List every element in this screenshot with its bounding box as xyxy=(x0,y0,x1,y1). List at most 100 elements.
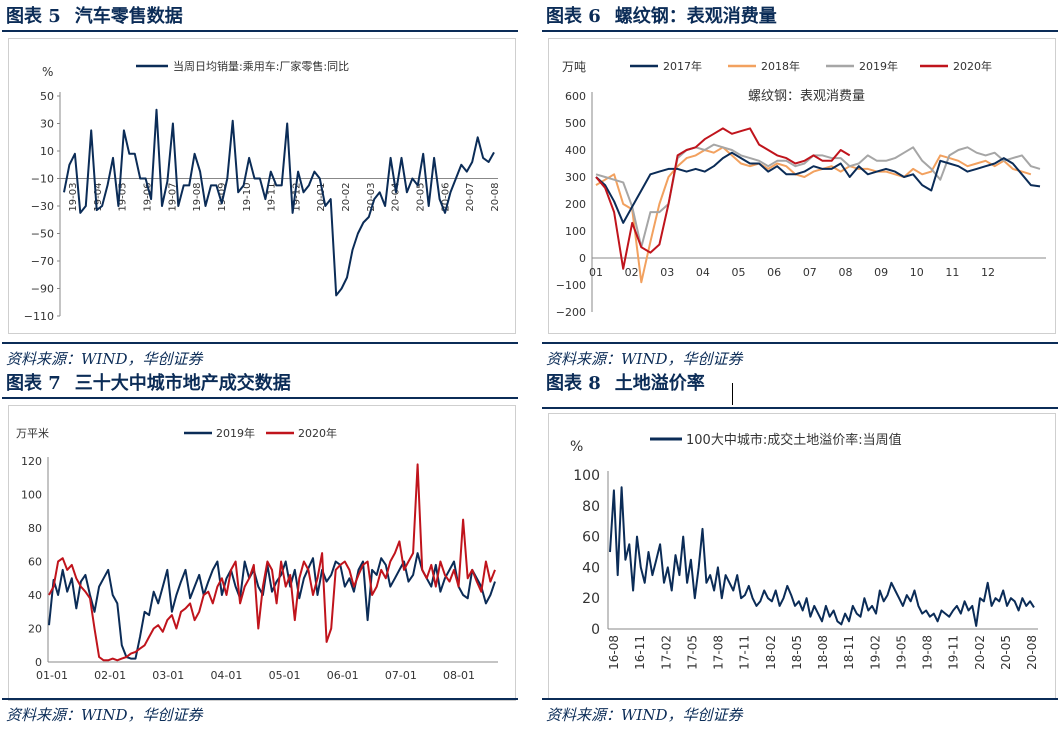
x-tick-label: 20-05 xyxy=(416,183,427,212)
y-tick-label: 10 xyxy=(40,145,54,158)
y-tick-label: 80 xyxy=(582,499,600,515)
x-tick-label: 06-01 xyxy=(327,669,359,682)
y-tick-label: 60 xyxy=(582,530,600,546)
x-tick-label: 17-08 xyxy=(712,635,726,670)
y-tick-label: 120 xyxy=(21,455,42,468)
source-rule xyxy=(542,698,1058,700)
chart-auto-retail: % 50 30 10 −10 −30 −50 −70 −90 −110 19-03 19-04 19-0… xyxy=(8,38,516,334)
x-tick-label: 20-01 xyxy=(316,183,327,212)
x-tick-label: 17-02 xyxy=(659,635,673,670)
x-tick-label: 01-01 xyxy=(36,669,68,682)
figure-title-text: 土地溢价率 xyxy=(614,373,705,394)
y-tick-label: 40 xyxy=(582,560,600,576)
x-tick-label: 19-11 xyxy=(947,635,961,670)
x-tick-label: 02-01 xyxy=(94,669,126,682)
y-tick-label: 40 xyxy=(28,589,42,602)
x-tick-label: 19-08 xyxy=(192,183,203,212)
y-tick-label: 30 xyxy=(40,118,54,131)
y-tick-label: 60 xyxy=(28,556,42,569)
figure-label: 图表 7 xyxy=(6,373,61,394)
x-tick-label: 05-01 xyxy=(269,669,301,682)
x-tick-label: 18-02 xyxy=(764,635,778,670)
x-tick-label: 10 xyxy=(910,266,924,279)
x-tick-label: 04 xyxy=(696,266,710,279)
y-unit-label: 万平米 xyxy=(16,427,49,440)
chart-frame xyxy=(548,413,1056,699)
x-tick-label: 19-08 xyxy=(921,635,935,670)
x-tick-label: 19-05 xyxy=(894,635,908,670)
x-tick-label: 08 xyxy=(838,266,852,279)
x-tick-label: 03-01 xyxy=(152,669,184,682)
x-tick-label: 05 xyxy=(732,266,746,279)
y-tick-label: −90 xyxy=(31,283,54,296)
x-tick-label: 20-08 xyxy=(1025,635,1039,670)
y-unit-label: 万吨 xyxy=(562,60,586,74)
y-tick-label: 200 xyxy=(565,198,586,211)
x-tick-label: 18-08 xyxy=(816,635,830,670)
panel-rebar-consumption: 图表 6 螺纹钢：表观消费量 万吨 螺纹钢：表观消费量 600 500 400 300 200… xyxy=(542,0,1062,368)
x-tick-label: 08-01 xyxy=(443,669,475,682)
x-tick-label: 09 xyxy=(874,266,888,279)
legend-label: 2018年 xyxy=(761,59,800,73)
x-tick-label: 20-02 xyxy=(973,635,987,670)
x-tick-label: 01 xyxy=(589,266,603,279)
x-tick-label: 16-11 xyxy=(633,635,647,670)
figure-title-text: 三十大中城市地产成交数据 xyxy=(74,373,291,394)
legend-label: 2017年 xyxy=(663,59,702,73)
source-note: 资料来源：WIND，华创证券 xyxy=(6,706,203,724)
y-tick-label: 80 xyxy=(28,522,42,535)
y-tick-label: 0 xyxy=(591,622,600,638)
x-tick-label: 17-05 xyxy=(685,635,699,670)
y-tick-label: −10 xyxy=(31,173,54,186)
figure-title-text: 汽车零售数据 xyxy=(74,6,183,27)
source-note: 资料来源：WIND，华创证券 xyxy=(546,706,743,724)
series-line-2017年 xyxy=(595,151,1041,224)
legend-label: 2020年 xyxy=(298,426,337,440)
source-rule xyxy=(2,698,518,700)
series-line-2019 xyxy=(48,552,496,660)
x-tick-label: 16-08 xyxy=(607,635,621,670)
x-tick-label: 18-11 xyxy=(842,635,856,670)
y-unit-label: % xyxy=(570,439,583,455)
x-tick-label: 19-11 xyxy=(267,183,278,212)
x-tick-label: 20-05 xyxy=(999,635,1013,670)
title-rule xyxy=(542,407,1058,409)
title-rule xyxy=(2,30,518,32)
series-line-2018年 xyxy=(595,146,1032,284)
legend-label: 100大中城市:成交土地溢价率:当周值 xyxy=(686,432,902,448)
y-tick-label: 300 xyxy=(565,171,586,184)
figure-label: 图表 5 xyxy=(6,6,61,27)
y-tick-label: 20 xyxy=(582,591,600,607)
x-tick-label: 19-02 xyxy=(868,635,882,670)
x-tick-label: 17-11 xyxy=(738,635,752,670)
panel-property-transactions: 图表 7 三十大中城市地产成交数据 万平米 120 100 80 60 40 20 0 01-01… xyxy=(2,367,522,734)
figure-label: 图表 8 xyxy=(546,373,601,394)
x-tick-label: 19-10 xyxy=(242,183,253,212)
y-tick-label: 400 xyxy=(565,144,586,157)
source-rule xyxy=(2,342,518,344)
x-tick-label: 20-06 xyxy=(440,183,451,212)
figure-title: 图表 7 三十大中城市地产成交数据 xyxy=(6,369,291,395)
source-rule xyxy=(542,342,1058,344)
y-tick-label: −50 xyxy=(31,228,54,241)
x-tick-label: 06 xyxy=(767,266,781,279)
y-tick-label: 0 xyxy=(579,252,586,265)
x-tick-label: 20-07 xyxy=(465,183,476,212)
y-tick-label: 20 xyxy=(28,623,42,636)
title-rule xyxy=(542,30,1058,32)
y-tick-label: 100 xyxy=(573,468,600,484)
y-tick-label: 500 xyxy=(565,117,586,130)
y-tick-label: 0 xyxy=(35,656,42,669)
chart-frame xyxy=(8,405,516,701)
x-tick-label: 19-12 xyxy=(291,183,302,212)
y-tick-label: −100 xyxy=(556,279,586,292)
x-tick-label: 19-05 xyxy=(118,183,129,212)
chart-property-transactions: 万平米 120 100 80 60 40 20 001-01 02-01 03-01 04-01 05… xyxy=(8,405,516,701)
chart-frame xyxy=(548,38,1056,334)
panel-land-premium: 图表 8 土地溢价率 % 100 80 60 40 20 0 16-08 16-11 17-02 17… xyxy=(542,367,1062,734)
y-tick-label: 100 xyxy=(565,225,586,238)
title-rule xyxy=(2,397,518,399)
chart-land-premium: % 100 80 60 40 20 0 16-08 16-11 17-02 17-05 17-08 17… xyxy=(548,413,1056,699)
y-tick-label: −110 xyxy=(24,310,54,323)
